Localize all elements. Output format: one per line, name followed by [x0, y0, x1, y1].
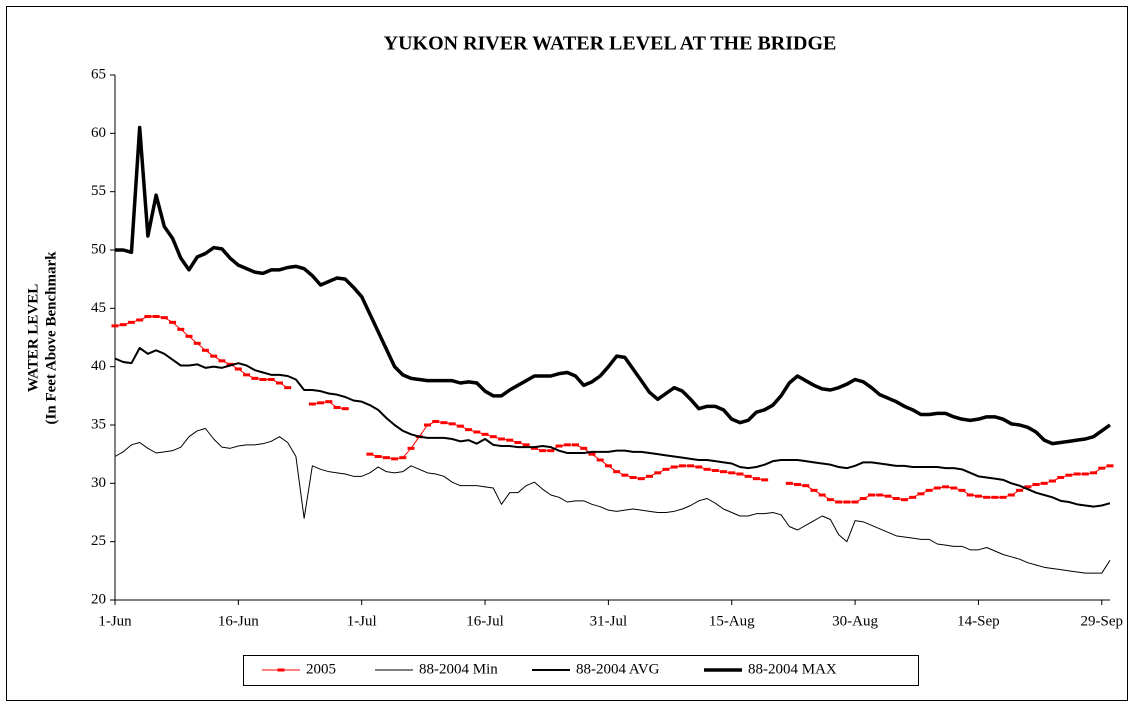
chart-frame — [6, 6, 1128, 701]
y-axis-label: WATER LEVEL — [25, 284, 41, 393]
y-tick-label: 45 — [91, 300, 106, 316]
x-tick-label: 31-Jul — [590, 613, 628, 629]
x-tick-label: 16-Jul — [466, 613, 504, 629]
y-tick-label: 20 — [91, 591, 106, 607]
series-line — [115, 125, 1112, 446]
legend-label: 88-2004 MAX — [748, 661, 837, 677]
y-tick-label: 25 — [91, 533, 106, 549]
series-line — [114, 347, 1111, 508]
legend-label: 88-2004 AVG — [576, 661, 660, 677]
x-tick-label: 16-Jun — [218, 613, 259, 629]
y-tick-label: 60 — [91, 125, 106, 141]
x-tick-label: 1-Jul — [347, 613, 377, 629]
y-tick-label: 40 — [91, 358, 106, 374]
x-tick-label: 14-Sep — [957, 613, 1000, 629]
y-tick-label: 50 — [91, 241, 106, 257]
y-tick-label: 65 — [91, 66, 106, 82]
y-axis-label: (In Feet Above Benchmark — [43, 251, 59, 425]
x-tick-label: 1-Jun — [98, 613, 132, 629]
legend-box — [243, 655, 919, 686]
legend-label: 2005 — [306, 661, 336, 677]
x-tick-label: 15-Aug — [709, 613, 755, 629]
x-tick-label: 30-Aug — [832, 613, 878, 629]
y-tick-label: 30 — [91, 475, 106, 491]
y-tick-label: 35 — [91, 416, 106, 432]
legend-label: 88-2004 Min — [419, 661, 498, 677]
chart-title: YUKON RIVER WATER LEVEL AT THE BRIDGE — [384, 33, 837, 55]
x-tick-label: 29-Sep — [1081, 613, 1124, 629]
y-tick-label: 55 — [91, 183, 106, 199]
series-line — [114, 428, 1111, 574]
